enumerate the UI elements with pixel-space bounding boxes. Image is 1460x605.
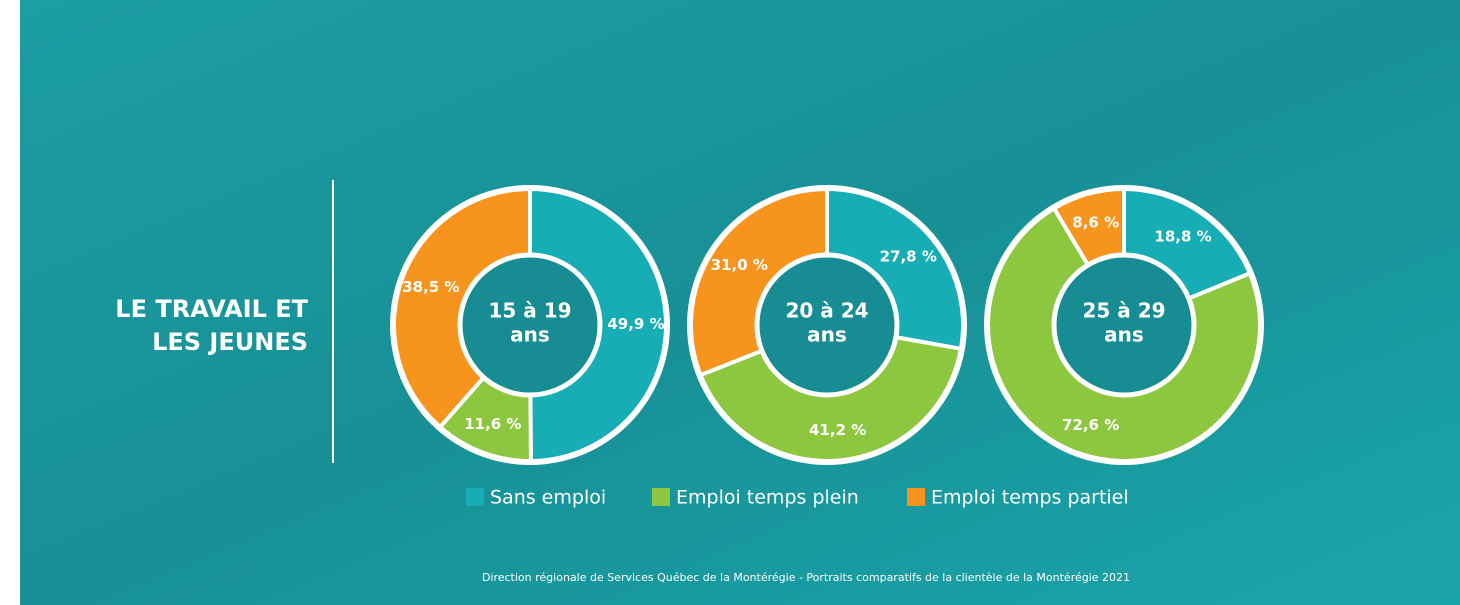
legend-label: Sans emploi — [490, 487, 606, 509]
value-label: 27,8 % — [880, 247, 937, 265]
title-line: LE TRAVAIL ET — [115, 295, 308, 323]
legend-swatch — [466, 488, 484, 506]
value-label: 18,8 % — [1154, 227, 1211, 245]
infographic: LE TRAVAIL ET LES JEUNES Direction régio… — [0, 0, 1460, 605]
value-label: 41,2 % — [809, 421, 866, 439]
value-label: 8,6 % — [1072, 213, 1119, 231]
value-label: 31,0 % — [711, 256, 768, 274]
title-line: LES JEUNES — [152, 328, 308, 356]
value-label: 11,6 % — [464, 415, 521, 433]
value-label: 49,9 % — [607, 315, 664, 333]
center-label: 15 à 19 — [488, 299, 571, 323]
value-label: 72,6 % — [1062, 416, 1119, 434]
legend-swatch — [907, 488, 925, 506]
source: Direction régionale de Services Québec d… — [482, 571, 1130, 584]
center-label: ans — [510, 323, 550, 347]
center-label: ans — [807, 323, 847, 347]
legend-swatch — [652, 488, 670, 506]
legend-label: Emploi temps partiel — [931, 487, 1129, 509]
left-margin — [0, 0, 20, 605]
center-label: ans — [1104, 323, 1144, 347]
center-label: 25 à 29 — [1082, 299, 1165, 323]
legend-label: Emploi temps plein — [676, 487, 859, 509]
center-label: 20 à 24 — [785, 299, 868, 323]
value-label: 38,5 % — [402, 278, 459, 296]
